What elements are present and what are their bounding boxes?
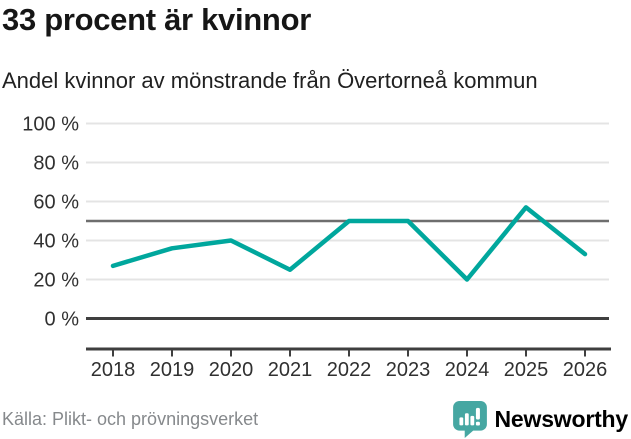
y-axis-tick-label: 60 % <box>33 192 79 214</box>
x-axis-tick-label: 2026 <box>563 359 608 381</box>
y-axis-tick-label: 20 % <box>33 270 79 292</box>
x-axis-tick-label: 2023 <box>386 359 431 381</box>
x-axis-tick-label: 2019 <box>150 359 195 381</box>
line-chart: 0 % 20 % 40 % 60 % 80 % 100 % 2018 2019 2020 2021… <box>22 114 611 381</box>
brand-name: Newsworthy <box>494 405 629 432</box>
newsworthy-bubble-icon <box>452 401 487 438</box>
y-axis-tick-label: 40 % <box>33 231 79 253</box>
x-axis-tick-label: 2021 <box>268 359 313 381</box>
y-axis-tick-label: 80 % <box>33 153 79 175</box>
x-axis-tick-label: 2020 <box>209 359 254 381</box>
x-axis-tick-label: 2018 <box>91 359 136 381</box>
newsworthy-logo: Newsworthy <box>452 400 628 438</box>
chart-subtitle: Andel kvinnor av mönstrande från Övertor… <box>2 68 538 93</box>
y-axis-tick-label: 100 % <box>22 114 79 136</box>
x-axis-tick-label: 2024 <box>445 359 490 381</box>
source-note: Källa: Plikt- och prövningsverket <box>2 409 259 429</box>
chart-title: 33 procent är kvinnor <box>2 2 311 37</box>
x-axis-tick-label: 2025 <box>504 359 549 381</box>
y-axis-tick-label: 0 % <box>45 309 80 331</box>
data-line-series <box>110 205 588 282</box>
x-axis-tick-label: 2022 <box>327 359 372 381</box>
